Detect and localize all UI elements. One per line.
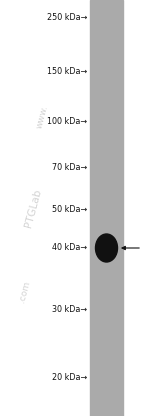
Text: .com: .com [17,280,31,303]
Text: PTGLab: PTGLab [23,188,43,228]
Text: www.: www. [34,104,50,129]
Text: 150 kDa→: 150 kDa→ [47,67,87,77]
Text: 40 kDa→: 40 kDa→ [52,243,87,253]
Text: 100 kDa→: 100 kDa→ [47,117,87,126]
Text: 250 kDa→: 250 kDa→ [47,13,87,22]
Text: 30 kDa→: 30 kDa→ [52,305,87,314]
Text: 20 kDa→: 20 kDa→ [52,374,87,382]
Text: 50 kDa→: 50 kDa→ [52,206,87,215]
Bar [90,0,123,416]
Text: 70 kDa→: 70 kDa→ [52,163,87,173]
Ellipse shape [96,234,117,262]
